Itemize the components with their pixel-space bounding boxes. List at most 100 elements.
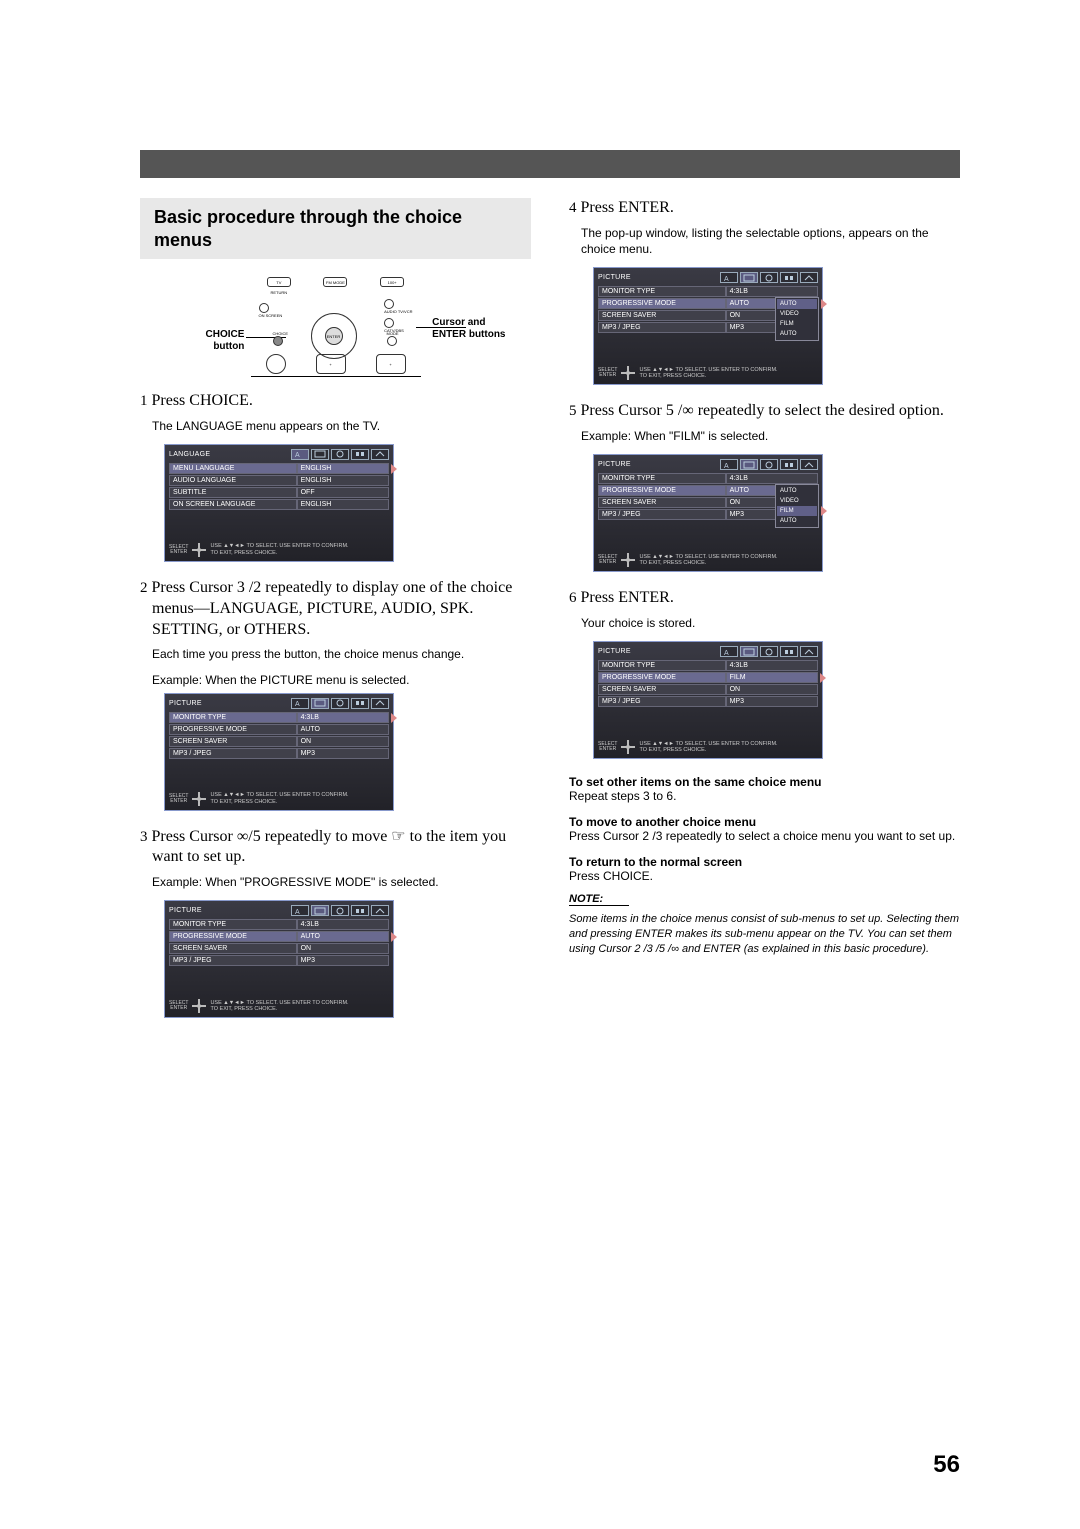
right-column: 4 Press ENTER. The pop-up window, listin… (569, 198, 960, 1034)
osd-value: 4:3LB (726, 473, 818, 484)
svg-text:A: A (724, 463, 729, 469)
osd-label: SUBTITLE (169, 487, 297, 498)
osd-footer: SELECTENTER USE ▲▼◄► TO SELECT. USE ENTE… (169, 543, 389, 557)
osd-row: SCREEN SAVER ON (598, 684, 818, 695)
osd-option: AUTO (777, 299, 817, 309)
remote-btn: FM MODE (323, 277, 347, 287)
osd-tab-icon (740, 459, 758, 470)
osd-row: MONITOR TYPE 4:3LB (169, 919, 389, 930)
osd-label: PROGRESSIVE MODE (169, 724, 297, 735)
osd-tab-icon (740, 646, 758, 657)
osd-row: PROGRESSIVE MODE AUTO (169, 724, 389, 735)
step2-heading: 2 Press Cursor 3 /2 repeatedly to displa… (140, 578, 531, 640)
osd-tab-icon (371, 905, 389, 916)
remote-btn: + (376, 354, 406, 374)
osd-tab-icon (800, 646, 818, 657)
osd-row: MONITOR TYPE 4:3LB (598, 473, 818, 484)
osd-row: MONITOR TYPE 4:3LB (598, 286, 818, 297)
osd-option: AUTO (777, 329, 817, 339)
osd-value: ENGLISH (297, 499, 389, 510)
remote-btn (384, 299, 394, 309)
svg-text:A: A (724, 650, 729, 656)
osd-tab-icon (311, 905, 329, 916)
remote-dpad: ENTER (311, 313, 357, 359)
osd-value: 4:3LB (297, 712, 389, 723)
step1-body: The LANGUAGE menu appears on the TV. (152, 418, 531, 434)
osd-tab-icon (371, 449, 389, 460)
osd-value: MP3 (297, 748, 389, 759)
osd-footer: SELECTENTER USE ▲▼◄► TO SELECT. USE ENTE… (598, 553, 818, 567)
osd-label: SCREEN SAVER (169, 943, 297, 954)
svg-text:A: A (295, 701, 300, 707)
osd-footer: SELECTENTER USE ▲▼◄► TO SELECT. USE ENTE… (169, 792, 389, 806)
osd-tabs: A (291, 905, 389, 916)
osd-option: FILM (777, 319, 817, 329)
osd-language: LANGUAGE A MENU LANGUAGE ENGLISH AUDIO L… (164, 444, 394, 562)
osd-row: MENU LANGUAGE ENGLISH (169, 463, 389, 474)
osd-label: MONITOR TYPE (598, 473, 726, 484)
section-title: Basic procedure through the choice menus (140, 198, 531, 259)
osd-tab-icon (800, 272, 818, 283)
note-label: NOTE: (569, 893, 960, 905)
osd-row: PROGRESSIVE MODE AUTOAUTOVIDEOFILMAUTO (598, 485, 818, 496)
osd-picture-a: PICTURE A MONITOR TYPE 4:3LB PROGRESSIVE… (164, 693, 394, 811)
osd-popup-auto: PICTURE A MONITOR TYPE 4:3LB PROGRESSIVE… (593, 267, 823, 385)
osd-label: PROGRESSIVE MODE (598, 298, 726, 309)
osd-value: AUTO (297, 931, 389, 942)
callout-choice: CHOICEbutton (206, 329, 245, 353)
osd-tabs: A (720, 272, 818, 283)
step3-heading: 3 Press Cursor ∞/5 repeatedly to move ☞ … (140, 827, 531, 869)
osd-tab-icon (311, 449, 329, 460)
osd-row: SCREEN SAVER ON (169, 736, 389, 747)
osd-title: PICTURE (169, 700, 202, 707)
osd-tab-icon (760, 646, 778, 657)
osd-value: AUTOAUTOVIDEOFILMAUTO (726, 298, 818, 309)
callout-cursor: Cursor andENTER buttons (432, 317, 505, 341)
osd-tabs: A (720, 459, 818, 470)
header-bar (140, 150, 960, 178)
step6-heading: 6 Press ENTER. (569, 588, 960, 609)
tail-b3: Press CHOICE. (569, 869, 960, 883)
osd-tab-icon: A (720, 646, 738, 657)
osd-value: AUTO (297, 724, 389, 735)
osd-tabs: A (291, 698, 389, 709)
tail-h1: To set other items on the same choice me… (569, 775, 960, 789)
osd-value: 4:3LB (297, 919, 389, 930)
step2-body1: Each time you press the button, the choi… (152, 646, 531, 662)
remote-btn (266, 354, 286, 374)
tail-h2: To move to another choice menu (569, 815, 960, 829)
step4-body: The pop-up window, listing the selectabl… (581, 225, 960, 257)
osd-row: MONITOR TYPE 4:3LB (169, 712, 389, 723)
osd-tab-icon (331, 698, 349, 709)
osd-tab-icon (800, 459, 818, 470)
remote-choice-btn (273, 336, 283, 346)
osd-value: ENGLISH (297, 475, 389, 486)
osd-tab-icon (311, 698, 329, 709)
step3-body: Example: When "PROGRESSIVE MODE" is sele… (152, 874, 531, 890)
osd-option: AUTO (777, 486, 817, 496)
osd-title: PICTURE (598, 648, 631, 655)
step6-body: Your choice is stored. (581, 615, 960, 631)
osd-tab-icon (331, 905, 349, 916)
osd-label: SCREEN SAVER (598, 310, 726, 321)
osd-row: MP3 / JPEG MP3 (169, 955, 389, 966)
osd-label: MP3 / JPEG (598, 322, 726, 333)
osd-label: MP3 / JPEG (598, 696, 726, 707)
note-text: Some items in the choice menus consist o… (569, 912, 960, 957)
osd-row: SUBTITLE OFF (169, 487, 389, 498)
osd-tab-icon (740, 272, 758, 283)
osd-value: FILM (726, 672, 818, 683)
osd-title: PICTURE (598, 461, 631, 468)
osd-tabs: A (720, 646, 818, 657)
osd-row: MP3 / JPEG MP3 (598, 696, 818, 707)
svg-text:A: A (295, 909, 300, 915)
osd-popup-film: PICTURE A MONITOR TYPE 4:3LB PROGRESSIVE… (593, 454, 823, 572)
osd-popup: AUTOVIDEOFILMAUTO (775, 484, 819, 528)
osd-popup: AUTOVIDEOFILMAUTO (775, 297, 819, 341)
remote-btn: TV RETURN (267, 277, 291, 287)
step1-heading: 1 Press CHOICE. (140, 391, 531, 412)
osd-label: SCREEN SAVER (169, 736, 297, 747)
osd-row: AUDIO LANGUAGE ENGLISH (169, 475, 389, 486)
osd-value: ON (726, 684, 818, 695)
osd-option: VIDEO (777, 496, 817, 506)
